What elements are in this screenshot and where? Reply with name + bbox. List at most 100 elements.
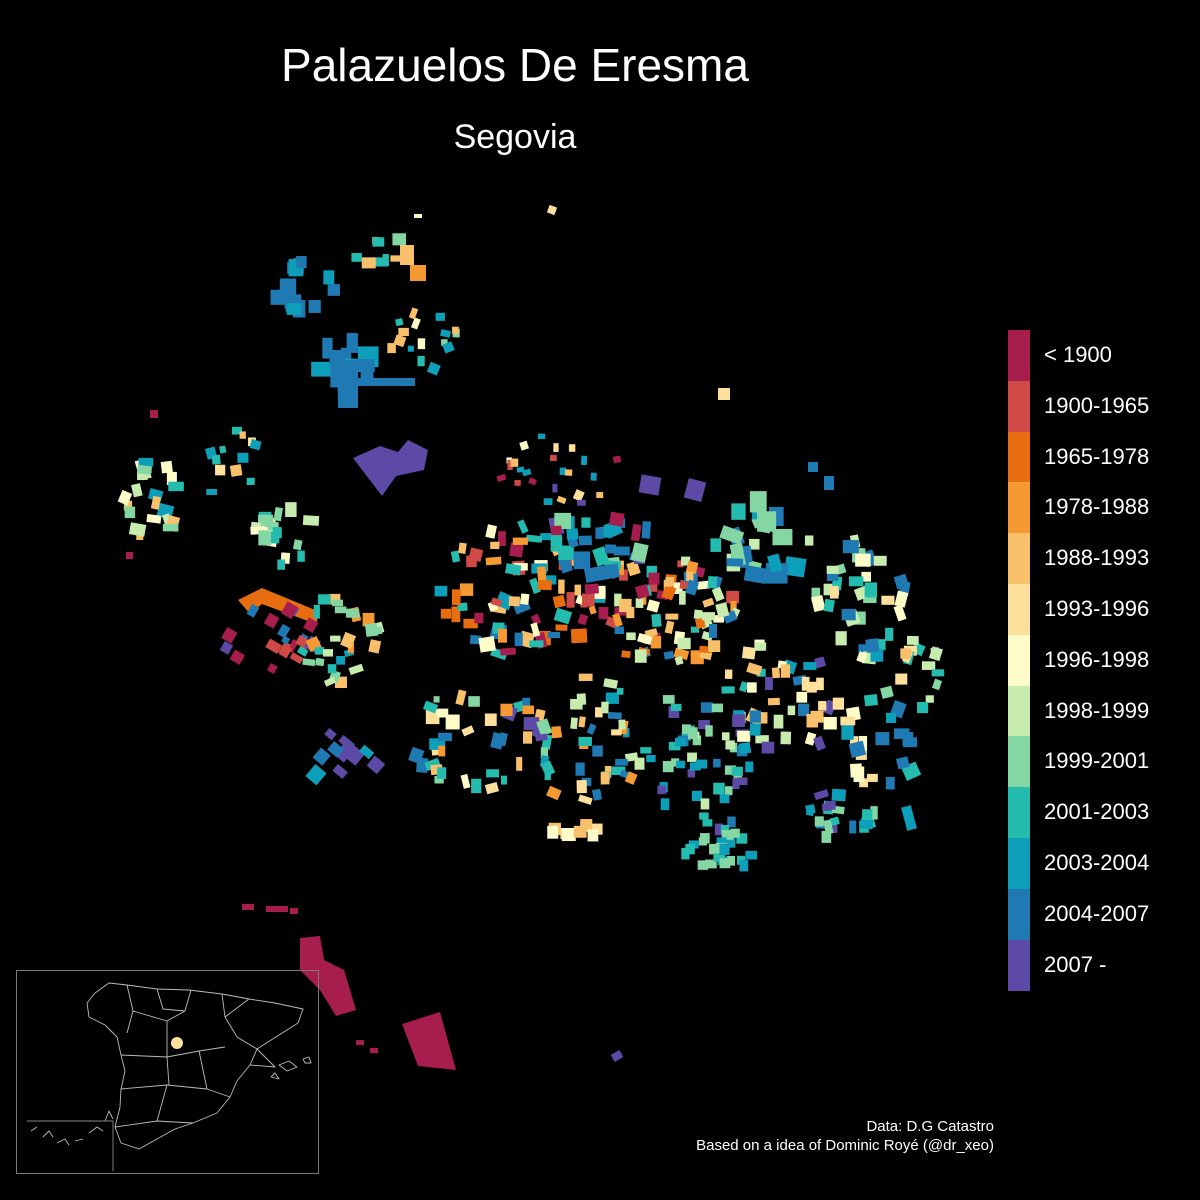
building-footprint [886, 712, 897, 723]
building-footprint [928, 646, 943, 662]
building-footprint [463, 618, 478, 629]
building-footprint [543, 498, 553, 506]
building-footprint [861, 571, 872, 582]
building-footprint [702, 597, 715, 608]
building-footprint [469, 634, 482, 645]
building-footprint [544, 771, 551, 781]
building-footprint [893, 604, 907, 622]
building-footprint [525, 534, 543, 543]
building-footprint [395, 318, 404, 327]
building-footprint [677, 560, 684, 568]
building-footprint [286, 303, 302, 315]
spain-locator-inset [16, 970, 319, 1174]
building-footprint [719, 858, 731, 869]
building-footprint [725, 740, 735, 750]
legend-label: 2004-2007 [1044, 900, 1150, 926]
building-footprint [771, 667, 781, 679]
building-footprint [749, 723, 761, 736]
building-footprint [881, 595, 895, 605]
building-footprint [730, 828, 740, 838]
building-footprint [438, 745, 446, 757]
building-footprint [146, 514, 162, 524]
building-footprint [529, 577, 541, 594]
building-footprint [679, 579, 689, 590]
building-footprint [757, 511, 777, 532]
building-footprint [715, 602, 730, 618]
building-footprint [400, 245, 414, 265]
building-footprint [490, 597, 503, 607]
building-footprint [745, 761, 754, 773]
building-footprint [749, 710, 761, 723]
building-footprint [863, 593, 877, 604]
building-footprint [767, 697, 780, 706]
legend-label: 1993-1996 [1044, 595, 1150, 621]
building-footprint [410, 265, 426, 281]
building-footprint [123, 500, 133, 511]
building-footprint [648, 572, 660, 585]
building-footprint [484, 713, 497, 726]
legend-swatch [1008, 380, 1030, 432]
building-footprint [700, 798, 710, 810]
legend-swatch [1008, 888, 1030, 940]
building-footprint [637, 632, 653, 646]
building-footprint [719, 794, 730, 804]
building-footprint [604, 544, 617, 554]
building-footprint [136, 464, 153, 475]
building-footprint [273, 506, 283, 522]
building-footprint [900, 648, 912, 659]
building-footprint [634, 583, 650, 600]
legend-label: 1900-1965 [1044, 392, 1150, 418]
building-footprint [719, 843, 730, 855]
legend-label: 1996-1998 [1044, 646, 1150, 672]
building-footprint [289, 652, 304, 665]
building-footprint [870, 806, 878, 820]
building-footprint [468, 696, 480, 707]
building-footprint [787, 705, 796, 716]
building-footprint [733, 771, 742, 783]
building-footprint [280, 601, 299, 620]
building-footprint [566, 528, 579, 541]
building-footprint [437, 767, 447, 779]
legend-label: 2007 - [1044, 951, 1107, 977]
building-footprint [368, 639, 382, 654]
building-footprint [330, 635, 341, 642]
building-footprint [823, 716, 837, 730]
building-footprint [814, 656, 827, 669]
building-footprint [540, 760, 556, 777]
building-footprint [355, 378, 415, 386]
building-footprint [370, 1048, 378, 1053]
building-footprint [701, 612, 716, 621]
building-footprint [334, 676, 347, 689]
building-footprint [616, 687, 624, 695]
building-footprint [724, 836, 736, 848]
building-footprint [572, 489, 585, 502]
building-footprint [705, 725, 713, 737]
building-footprint [451, 606, 461, 623]
building-footprint [634, 757, 645, 770]
building-footprint [747, 682, 757, 693]
building-footprint [859, 818, 874, 830]
building-footprint [848, 740, 867, 758]
building-footprint [315, 657, 325, 667]
building-footprint [160, 460, 173, 474]
building-footprint [590, 472, 597, 481]
legend-label: 2001-2003 [1044, 799, 1150, 825]
building-footprint [741, 646, 756, 660]
building-footprint [827, 571, 839, 582]
building-footprint [486, 769, 499, 778]
building-footprint [895, 756, 910, 770]
building-footprint [755, 642, 767, 651]
building-footprint [738, 741, 752, 755]
building-footprint [694, 617, 706, 629]
building-footprint [720, 824, 730, 834]
building-footprint [811, 594, 826, 613]
building-footprint [514, 632, 523, 647]
building-footprint [675, 737, 687, 747]
building-footprint [517, 519, 529, 534]
building-footprint [641, 521, 651, 539]
building-footprint [875, 732, 890, 746]
building-footprint [302, 515, 320, 526]
credits: Data: D.G Catastro Based on a idea of Do… [696, 1117, 994, 1155]
building-footprint [390, 255, 404, 262]
building-footprint [356, 1040, 364, 1045]
